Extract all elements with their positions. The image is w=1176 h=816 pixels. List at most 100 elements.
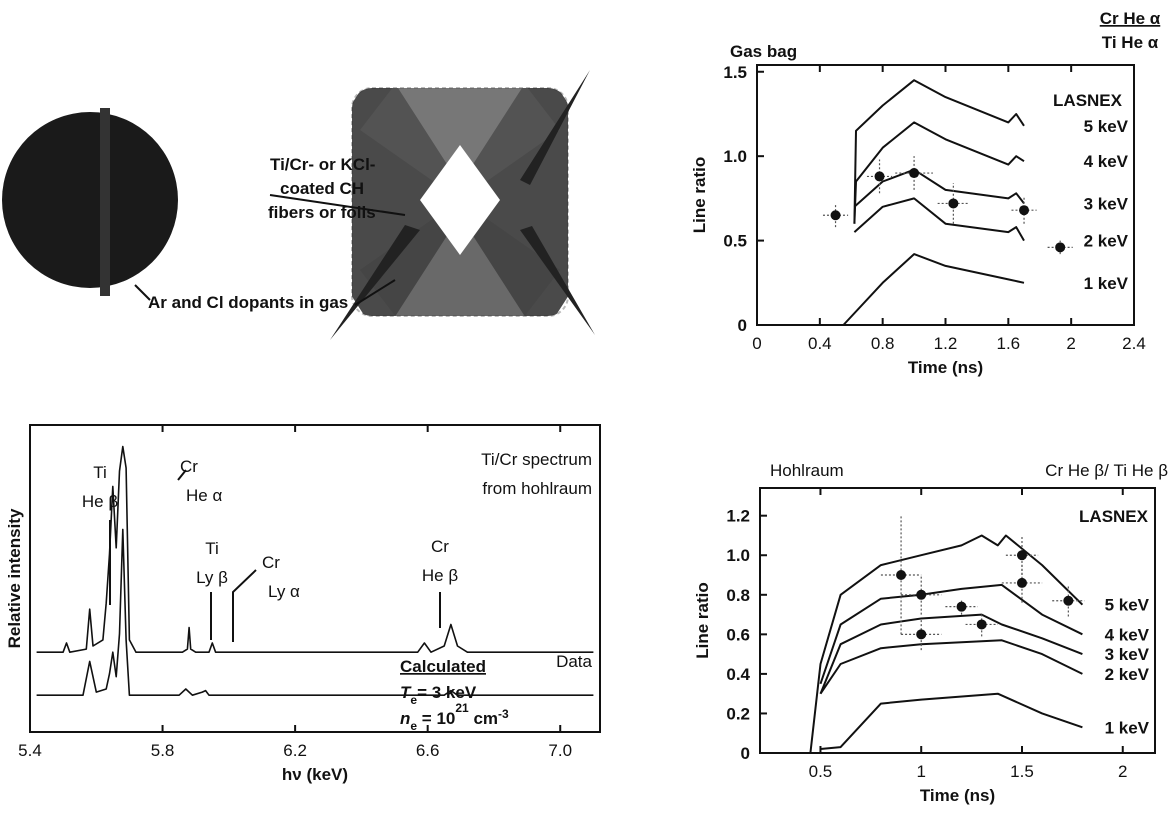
x-tick-label: 1.5 bbox=[1010, 762, 1034, 781]
x-tick-label: 0 bbox=[752, 334, 761, 353]
ratio-denominator: Ti He α bbox=[1102, 33, 1159, 52]
y-tick-label: 0 bbox=[741, 744, 750, 763]
peak-label: Cr bbox=[431, 537, 449, 556]
series-line bbox=[820, 692, 1083, 750]
model-label: LASNEX bbox=[1053, 91, 1123, 110]
peak-label: Ti/Cr spectrum bbox=[481, 450, 592, 469]
series-line bbox=[36, 528, 594, 696]
condition-part: = 3 keV bbox=[417, 683, 477, 702]
series-label: 1 keV bbox=[1084, 274, 1129, 293]
x-tick-label: 0.4 bbox=[808, 334, 832, 353]
leader-line bbox=[354, 279, 396, 306]
condition-part: T bbox=[400, 683, 412, 702]
data-point bbox=[976, 619, 987, 630]
data-point bbox=[1055, 242, 1066, 253]
condition-part: e bbox=[410, 693, 417, 707]
series-label: Data bbox=[556, 652, 592, 671]
series-line bbox=[819, 583, 1083, 685]
fiber-label: Ti/Cr- or KCl- bbox=[270, 155, 375, 174]
y-tick-label: 1.0 bbox=[723, 147, 747, 166]
model-label: LASNEX bbox=[1079, 507, 1149, 526]
peak-label: Ly α bbox=[268, 582, 300, 601]
data-point bbox=[874, 171, 885, 182]
series-label: 3 keV bbox=[1084, 194, 1129, 213]
x-tick-label: 2 bbox=[1066, 334, 1075, 353]
data-point bbox=[1016, 550, 1027, 561]
condition-part: e bbox=[410, 719, 417, 733]
series-line bbox=[36, 445, 594, 653]
gas-bag-sphere bbox=[2, 112, 178, 288]
condition-part: n bbox=[400, 709, 410, 728]
peak-label: Ti bbox=[93, 463, 107, 482]
series-line bbox=[809, 534, 1084, 754]
fiber-label: coated CH bbox=[280, 179, 364, 198]
condition-part: 21 bbox=[455, 701, 469, 715]
series-line bbox=[853, 168, 1025, 208]
data-point bbox=[909, 168, 920, 179]
x-tick-label: 1.2 bbox=[934, 334, 958, 353]
data-point bbox=[1016, 577, 1027, 588]
series-line bbox=[819, 613, 1083, 695]
series-line bbox=[842, 253, 1025, 326]
x-axis-label: Time (ns) bbox=[920, 786, 995, 805]
panel-title: Hohlraum bbox=[770, 461, 844, 480]
series-label: 5 keV bbox=[1105, 596, 1150, 615]
data-point bbox=[1063, 595, 1074, 606]
x-tick-label: 1.6 bbox=[997, 334, 1021, 353]
y-axis-label: Line ratio bbox=[690, 157, 709, 234]
y-tick-label: 0 bbox=[738, 316, 747, 335]
peak-label: He β bbox=[82, 492, 118, 511]
y-tick-label: 0.5 bbox=[723, 232, 747, 251]
data-point bbox=[1019, 205, 1030, 216]
leader-line bbox=[134, 284, 151, 301]
data-point bbox=[916, 629, 927, 640]
target-diagram: Ti/Cr- or KCl- coated CH fibers or foils… bbox=[2, 70, 595, 340]
data-point bbox=[830, 210, 841, 221]
y-tick-label: 1.0 bbox=[726, 546, 750, 565]
peak-label: Ti bbox=[205, 539, 219, 558]
peak-label: Cr bbox=[262, 553, 280, 572]
condition-label: ne = 1021 cm-3 bbox=[400, 701, 509, 733]
y-tick-label: 1.5 bbox=[723, 63, 747, 82]
leader-line bbox=[269, 194, 406, 216]
x-tick-label: 2.4 bbox=[1122, 334, 1146, 353]
peak-label: He β bbox=[422, 566, 458, 585]
leader-line bbox=[232, 569, 257, 642]
series-label: 1 keV bbox=[1105, 718, 1150, 737]
x-tick-label: 0.8 bbox=[871, 334, 895, 353]
x-tick-label: 1 bbox=[916, 762, 925, 781]
series-label: 4 keV bbox=[1084, 152, 1129, 171]
x-tick-label: 6.2 bbox=[283, 741, 307, 760]
plot-frame bbox=[759, 487, 1156, 754]
series-line bbox=[819, 639, 1083, 695]
x-tick-label: 5.4 bbox=[18, 741, 42, 760]
data-point bbox=[916, 589, 927, 600]
y-tick-label: 0.2 bbox=[726, 704, 750, 723]
fiber-label: fibers or foils bbox=[268, 203, 376, 222]
leader-line bbox=[177, 469, 187, 481]
series-label: Calculated bbox=[400, 657, 486, 676]
x-axis-label: hν (keV) bbox=[282, 765, 348, 784]
series-label: 2 keV bbox=[1105, 665, 1150, 684]
series-line bbox=[853, 79, 1025, 224]
y-tick-label: 0.8 bbox=[726, 586, 750, 605]
y-axis-label: Relative intensity bbox=[5, 508, 24, 648]
x-tick-label: 6.6 bbox=[416, 741, 440, 760]
peak-label: from hohlraum bbox=[482, 479, 592, 498]
condition-part: -3 bbox=[498, 707, 509, 721]
x-tick-label: 7.0 bbox=[548, 741, 572, 760]
peak-label: Ly β bbox=[196, 568, 228, 587]
x-axis-label: Time (ns) bbox=[908, 358, 983, 377]
series-line bbox=[853, 197, 1025, 242]
panel-title: Gas bag bbox=[730, 42, 797, 61]
series-label: 5 keV bbox=[1084, 117, 1129, 136]
gas-label: Ar and Cl dopants in gas bbox=[148, 293, 348, 312]
data-point bbox=[956, 601, 967, 612]
x-tick-label: 0.5 bbox=[809, 762, 833, 781]
plot-frame bbox=[29, 424, 601, 733]
series-label: 2 keV bbox=[1084, 232, 1129, 251]
y-axis-label: Line ratio bbox=[693, 582, 712, 659]
y-tick-label: 1.2 bbox=[726, 507, 750, 526]
condition-part: cm bbox=[469, 709, 498, 728]
